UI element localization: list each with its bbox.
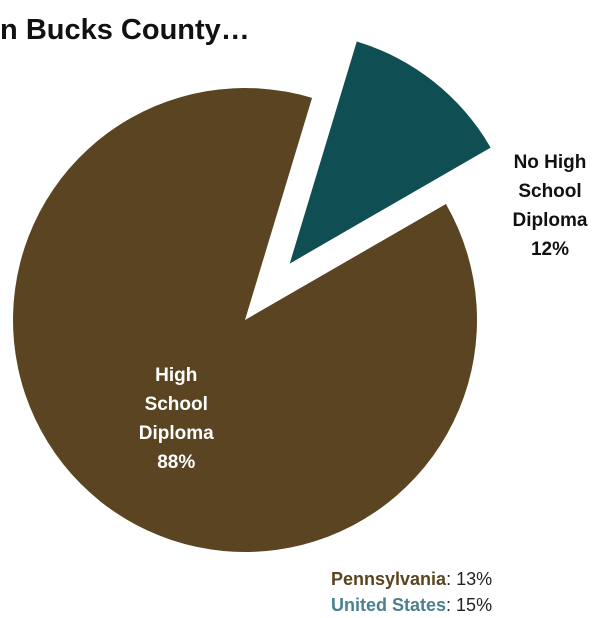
comparison-list: Pennsylvania: 13% United States: 15% (331, 566, 492, 618)
slice-high-school-diploma (12, 88, 477, 553)
chart-title: in Bucks County… (0, 14, 250, 46)
comparison-value: 15% (456, 595, 493, 615)
comparison-value: 13% (456, 569, 493, 589)
slice-no-high-school-diploma (289, 41, 491, 264)
comparison-name: United States (331, 595, 447, 615)
pie-slices (12, 41, 491, 553)
comparison-name: Pennsylvania (331, 569, 447, 589)
pie-labels: High School Diploma 88% No High School Diploma… (139, 152, 588, 473)
label-no-high-school-diploma: No High School Diploma 12% (513, 152, 588, 260)
comparison-united-states: United States: 15% (331, 595, 493, 615)
comparison-pennsylvania: Pennsylvania: 13% (331, 569, 493, 589)
label-high-school-diploma: High School Diploma 88% (139, 365, 214, 473)
